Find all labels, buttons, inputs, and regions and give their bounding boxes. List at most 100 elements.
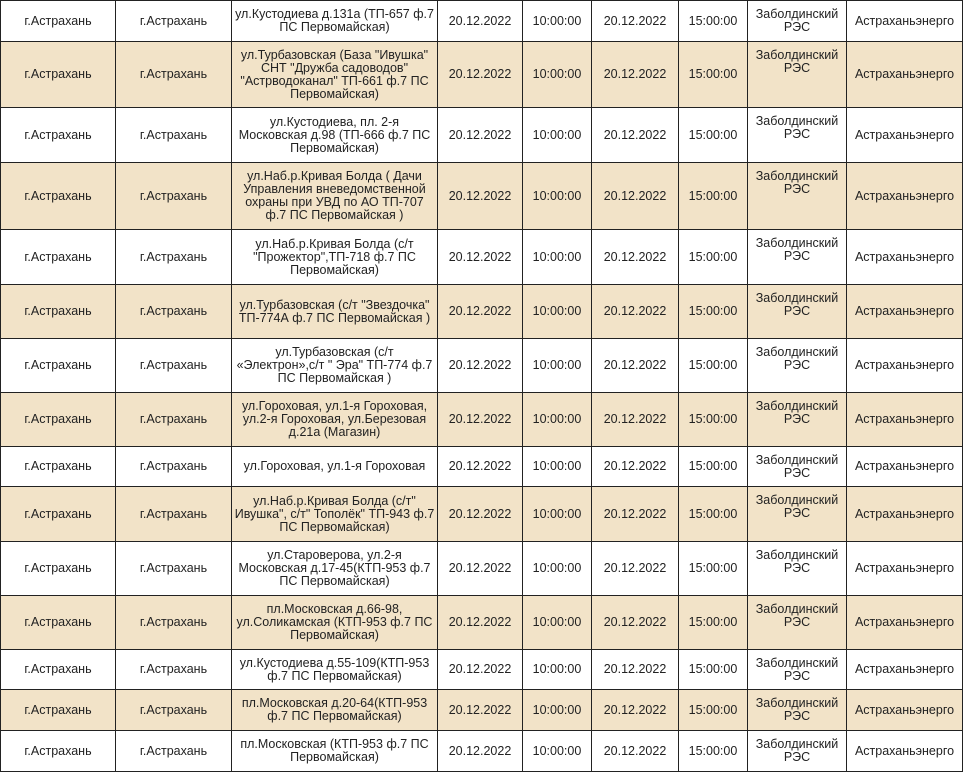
city-cell: г.Астрахань [0,595,116,650]
end-time-cell: 15:00:00 [678,486,748,542]
city-cell: г.Астрахань [0,338,116,393]
rees-cell: Заболдинский РЭС [747,541,847,596]
start-time-cell: 10:00:00 [522,730,592,772]
city-cell: г.Астрахань [0,689,116,731]
company-cell: Астраханьэнерго [846,486,963,542]
table-row: г.Астрахань г.Астрахань ул.Кустодиева д.55… [0,649,963,690]
locality-cell: г.Астрахань [115,229,232,285]
end-date-cell: 20.12.2022 [591,41,679,108]
city-cell: г.Астрахань [0,392,116,447]
end-date-cell: 20.12.2022 [591,284,679,339]
locality-cell: г.Астрахань [115,107,232,163]
rees-cell: Заболдинский РЭС [747,689,847,731]
start-date-cell: 20.12.2022 [437,541,523,596]
locality-cell: г.Астрахань [115,284,232,339]
table-row: г.Астрахань г.Астрахань ул.Наб.р.Кривая Бо… [0,162,963,230]
company-cell: Астраханьэнерго [846,541,963,596]
end-time-cell: 15:00:00 [678,338,748,393]
company-cell: Астраханьэнерго [846,284,963,339]
address-cell: ул.Турбазовская (с/т "Звездочка" ТП-774А… [231,284,438,339]
end-date-cell: 20.12.2022 [591,229,679,285]
rees-cell: Заболдинский РЭС [747,392,847,447]
city-cell: г.Астрахань [0,229,116,285]
start-time-cell: 10:00:00 [522,392,592,447]
address-cell: ул.Наб.р.Кривая Болда ( Дачи Управления … [231,162,438,230]
table-row: г.Астрахань г.Астрахань ул.Турбазовская (с… [0,338,963,393]
end-date-cell: 20.12.2022 [591,162,679,230]
rees-cell: Заболдинский РЭС [747,730,847,772]
address-cell: ул.Кустодиева, пл. 2-я Московская д.98 (… [231,107,438,163]
end-time-cell: 15:00:00 [678,541,748,596]
locality-cell: г.Астрахань [115,541,232,596]
company-cell: Астраханьэнерго [846,730,963,772]
end-time-cell: 15:00:00 [678,162,748,230]
rees-cell: Заболдинский РЭС [747,162,847,230]
city-cell: г.Астрахань [0,0,116,42]
table-row: г.Астрахань г.Астрахань пл.Московская д.20… [0,689,963,731]
company-cell: Астраханьэнерго [846,446,963,487]
start-time-cell: 10:00:00 [522,107,592,163]
end-time-cell: 15:00:00 [678,107,748,163]
company-cell: Астраханьэнерго [846,649,963,690]
start-date-cell: 20.12.2022 [437,41,523,108]
company-cell: Астраханьэнерго [846,41,963,108]
locality-cell: г.Астрахань [115,392,232,447]
end-date-cell: 20.12.2022 [591,392,679,447]
start-time-cell: 10:00:00 [522,41,592,108]
city-cell: г.Астрахань [0,649,116,690]
table-row: г.Астрахань г.Астрахань пл.Московская (КТП… [0,730,963,772]
company-cell: Астраханьэнерго [846,595,963,650]
locality-cell: г.Астрахань [115,649,232,690]
table-row: г.Астрахань г.Астрахань ул.Староверова, ул… [0,541,963,596]
end-time-cell: 15:00:00 [678,595,748,650]
city-cell: г.Астрахань [0,446,116,487]
start-date-cell: 20.12.2022 [437,392,523,447]
rees-cell: Заболдинский РЭС [747,486,847,542]
end-time-cell: 15:00:00 [678,41,748,108]
city-cell: г.Астрахань [0,541,116,596]
start-time-cell: 10:00:00 [522,595,592,650]
start-date-cell: 20.12.2022 [437,162,523,230]
end-time-cell: 15:00:00 [678,392,748,447]
start-date-cell: 20.12.2022 [437,486,523,542]
company-cell: Астраханьэнерго [846,107,963,163]
city-cell: г.Астрахань [0,486,116,542]
end-date-cell: 20.12.2022 [591,595,679,650]
locality-cell: г.Астрахань [115,595,232,650]
table-row: г.Астрахань г.Астрахань ул.Кустодиева, пл.… [0,107,963,163]
city-cell: г.Астрахань [0,730,116,772]
address-cell: ул.Турбазовская (База "Ивушка" СНТ "Друж… [231,41,438,108]
start-date-cell: 20.12.2022 [437,338,523,393]
start-date-cell: 20.12.2022 [437,649,523,690]
address-cell: ул.Кустодиева д.55-109(КТП-953 ф.7 ПС Пе… [231,649,438,690]
rees-cell: Заболдинский РЭС [747,107,847,163]
locality-cell: г.Астрахань [115,730,232,772]
address-cell: ул.Турбазовская (с/т «Электрон»,с/т " Эр… [231,338,438,393]
address-cell: пл.Московская д.20-64(КТП-953 ф.7 ПС Пер… [231,689,438,731]
end-date-cell: 20.12.2022 [591,486,679,542]
company-cell: Астраханьэнерго [846,689,963,731]
end-date-cell: 20.12.2022 [591,107,679,163]
start-time-cell: 10:00:00 [522,689,592,731]
end-time-cell: 15:00:00 [678,446,748,487]
rees-cell: Заболдинский РЭС [747,229,847,285]
address-cell: ул.Гороховая, ул.1-я Гороховая, ул.2-я Г… [231,392,438,447]
table-row: г.Астрахань г.Астрахань ул.Наб.р.Кривая Бо… [0,229,963,285]
start-date-cell: 20.12.2022 [437,689,523,731]
start-date-cell: 20.12.2022 [437,229,523,285]
start-date-cell: 20.12.2022 [437,595,523,650]
company-cell: Астраханьэнерго [846,338,963,393]
start-time-cell: 10:00:00 [522,0,592,42]
company-cell: Астраханьэнерго [846,392,963,447]
end-time-cell: 15:00:00 [678,649,748,690]
city-cell: г.Астрахань [0,162,116,230]
address-cell: пл.Московская д.66-98, ул.Соликамская (К… [231,595,438,650]
city-cell: г.Астрахань [0,284,116,339]
rees-cell: Заболдинский РЭС [747,41,847,108]
end-date-cell: 20.12.2022 [591,649,679,690]
company-cell: Астраханьэнерго [846,162,963,230]
city-cell: г.Астрахань [0,41,116,108]
address-cell: ул.Кустодиева д.131а (ТП-657 ф.7 ПС Перв… [231,0,438,42]
